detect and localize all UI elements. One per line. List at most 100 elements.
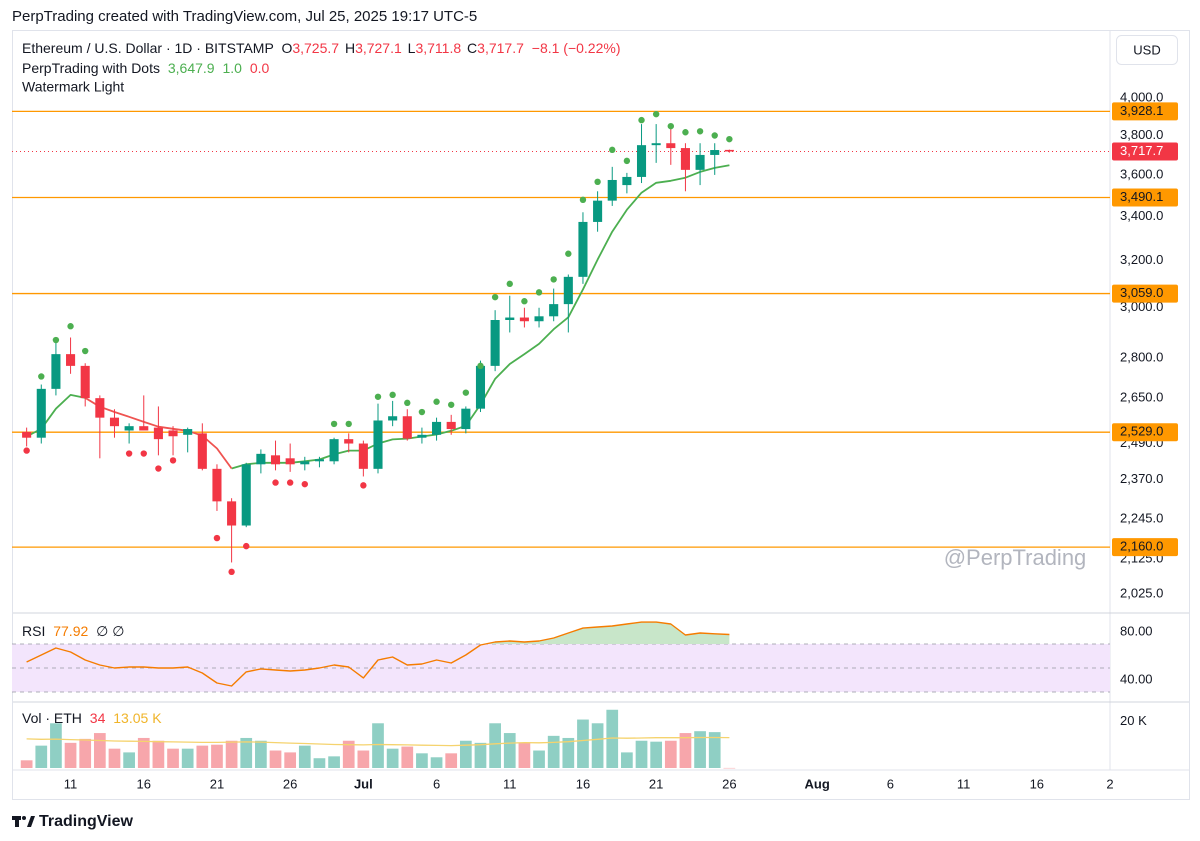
candle-body	[183, 429, 193, 435]
signal-dot	[448, 401, 455, 408]
candle-body	[344, 439, 354, 444]
volume-bar	[255, 740, 267, 768]
rsi-label: RSI	[22, 623, 45, 639]
legend-l-label: L	[408, 40, 416, 56]
signal-dot	[389, 391, 396, 399]
level-tag	[1112, 423, 1178, 442]
volume-bar	[50, 723, 62, 768]
x-tick-label: 11	[64, 776, 78, 791]
candle-body	[724, 149, 734, 152]
rsi-tick-label: 80.00	[1120, 623, 1153, 638]
volume-bar	[372, 723, 384, 768]
signal-dot	[67, 323, 74, 330]
volume-bar	[577, 719, 589, 768]
candle-body	[519, 317, 529, 322]
volume-bar	[357, 750, 370, 768]
signal-dot	[301, 480, 308, 488]
candle-body	[490, 320, 500, 366]
level-tag-label: 2,529.0	[1120, 424, 1163, 439]
legend-o: 3,725.7	[292, 40, 339, 56]
signal-dot	[682, 129, 689, 136]
y-tick-label: 3,800.0	[1120, 127, 1163, 142]
volume-value: 34	[90, 710, 106, 726]
indicator-value: 1.0	[222, 60, 242, 76]
volume-bar	[430, 757, 443, 768]
y-tick-label: 4,000.0	[1120, 90, 1163, 105]
header-title: PerpTrading created with TradingView.com…	[12, 8, 477, 25]
rsi-extra: ∅ ∅	[96, 623, 124, 639]
x-tick-label: 21	[210, 776, 224, 791]
signal-dot	[213, 534, 221, 542]
rsi-tick-label: 40.00	[1120, 671, 1153, 686]
candle-body	[329, 439, 339, 462]
candle-body	[373, 420, 383, 469]
volume-bar	[211, 744, 223, 768]
signal-dot	[491, 293, 499, 301]
volume-bar	[723, 767, 736, 769]
candle-body	[51, 354, 61, 389]
x-tick-label: 16	[576, 776, 590, 791]
candle-body	[475, 365, 486, 409]
currency-label[interactable]: USD	[1133, 42, 1160, 57]
legend-row: Ethereum / U.S. Dollar · 1D · BITSTAMP O…	[22, 40, 621, 56]
signal-dot	[550, 276, 557, 283]
volume-ma-line	[26, 736, 730, 747]
volume-bar	[64, 742, 77, 768]
signal-dot	[38, 373, 45, 380]
candle-body	[139, 426, 149, 431]
volume-bar	[591, 723, 604, 768]
volume-bar	[20, 760, 33, 768]
level-tag	[1112, 538, 1178, 557]
level-tag-label: 3,059.0	[1120, 285, 1163, 300]
signal-dot	[286, 479, 294, 486]
y-tick-label: 3,600.0	[1120, 166, 1163, 181]
volume-bar	[123, 752, 135, 768]
x-tick-label: 16	[1030, 776, 1044, 791]
level-tag	[1112, 284, 1178, 303]
signal-dot	[667, 122, 674, 130]
candle-body	[270, 455, 281, 465]
volume-bar	[35, 745, 48, 768]
candle-body	[66, 354, 76, 366]
signal-dot	[82, 347, 89, 355]
x-tick-label: Aug	[805, 776, 830, 791]
candle-body	[285, 458, 295, 465]
volume-tick-label: 20 K	[1120, 713, 1147, 728]
candle-body	[227, 501, 237, 526]
candle-body	[402, 416, 412, 439]
volume-bar	[167, 748, 179, 768]
rsi-line	[26, 621, 730, 687]
candle-body	[461, 408, 471, 430]
x-tick-label: 26	[722, 776, 736, 791]
signal-dot	[272, 479, 279, 486]
currency-button[interactable]	[1116, 35, 1178, 65]
legend-o-label: O	[281, 40, 292, 56]
x-tick-label: 6	[887, 776, 894, 791]
logo-part	[27, 816, 35, 827]
volume-bar	[503, 733, 516, 768]
candle-body	[549, 304, 559, 317]
signal-dot	[652, 110, 660, 118]
volume-bar	[533, 750, 545, 768]
candle-body	[168, 430, 178, 437]
candle-body	[534, 316, 544, 322]
signal-dot	[535, 289, 543, 296]
signal-dot	[462, 389, 470, 396]
indicator-value: 3,647.9	[168, 60, 215, 76]
candle-body	[505, 317, 515, 321]
volume-bar	[650, 741, 663, 768]
volume-bar	[445, 753, 458, 768]
legend-c-label: C	[467, 40, 477, 56]
candle-body	[636, 145, 647, 177]
volume-bar	[313, 758, 326, 768]
watermark-indicator: Watermark Light	[22, 79, 124, 95]
candle-body	[593, 200, 603, 222]
candle-body	[22, 431, 32, 438]
volume-bar	[664, 740, 677, 768]
candle-body	[358, 443, 368, 469]
signal-dot	[638, 116, 645, 124]
signal-dot	[506, 280, 513, 288]
volume-bar	[474, 742, 487, 768]
